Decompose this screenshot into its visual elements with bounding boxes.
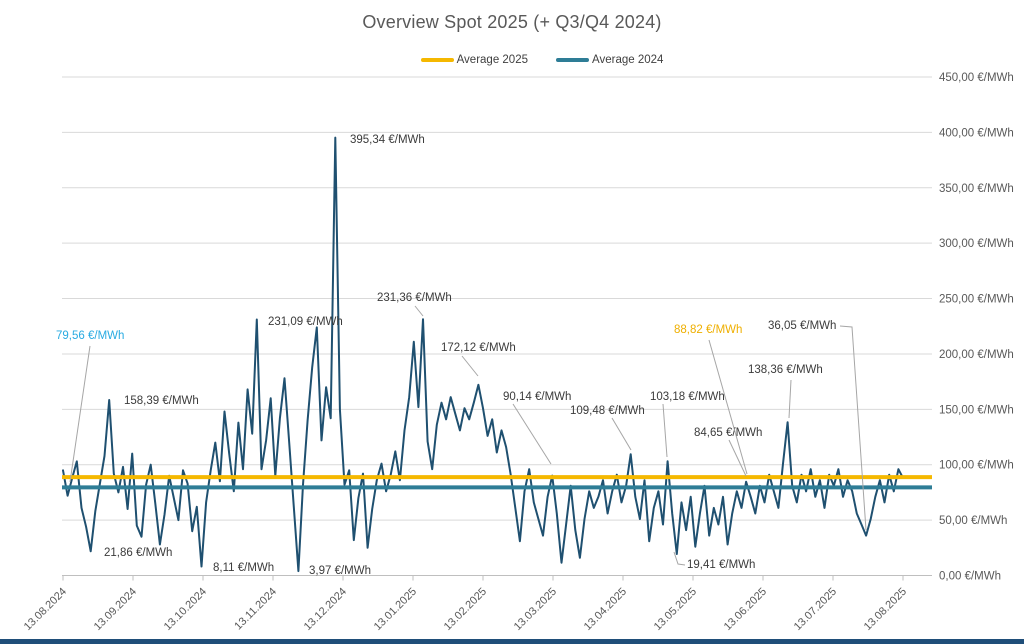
legend-item-average-2025: Average 2025 (420, 54, 528, 66)
annotation-leader-line (788, 379, 792, 419)
x-tick-label: 13.02.2025 (442, 586, 489, 633)
annotation-leader-line (728, 439, 747, 477)
y-tick-label: 150,00 €/MWh (939, 404, 1014, 416)
annotation-leader-line (839, 325, 867, 531)
chart-title: Overview Spot 2025 (+ Q3/Q4 2024) (362, 12, 662, 32)
x-tick-label: 13.04.2025 (582, 586, 629, 633)
x-tick-label: 13.05.2025 (652, 586, 699, 633)
legend-label-average-2024: Average 2024 (592, 54, 664, 66)
annotation-label: 138,36 €/MWh (748, 364, 823, 376)
annotation-label: 84,65 €/MWh (694, 427, 762, 439)
y-tick-label: 400,00 €/MWh (939, 127, 1014, 139)
annotation-label: 90,14 €/MWh (503, 391, 571, 403)
annotation-label: 19,41 €/MWh (687, 559, 755, 571)
annotation-label: 3,97 €/MWh (309, 565, 371, 577)
legend-item-average-2024: Average 2024 (556, 54, 663, 66)
x-tick-label: 13.08.2025 (862, 586, 909, 633)
annotation-label: 21,86 €/MWh (104, 547, 172, 559)
annotation-leader-line (611, 417, 632, 451)
legend: Average 2025 Average 2024 (0, 54, 1024, 66)
annotation-leader-line (512, 403, 552, 465)
legend-label-average-2025: Average 2025 (456, 54, 528, 66)
annotation-label: 103,18 €/MWh (650, 391, 725, 403)
x-tick-label: 13.10.2024 (162, 586, 209, 633)
y-tick-label: 0,00 €/MWh (939, 571, 1001, 583)
bottom-accent-bar (0, 639, 1024, 644)
annotation-leader-line (461, 355, 479, 377)
annotation-label: 231,09 €/MWh (268, 316, 343, 328)
annotation-label: 36,05 €/MWh (768, 320, 836, 332)
annotation-label: 172,12 €/MWh (441, 342, 516, 354)
y-tick-label: 100,00 €/MWh (939, 460, 1014, 472)
x-tick-label: 13.11.2024 (232, 586, 279, 633)
annotation-leader-line (708, 339, 748, 475)
annotation-label: 109,48 €/MWh (570, 405, 645, 417)
y-tick-label: 300,00 €/MWh (939, 238, 1014, 250)
annotation-label: 158,39 €/MWh (124, 395, 199, 407)
annotation-leader-line (69, 345, 91, 483)
y-tick-label: 50,00 €/MWh (939, 515, 1007, 527)
annotation-leader-line (673, 551, 686, 566)
x-tick-label: 13.06.2025 (722, 586, 769, 633)
x-tick-label: 13.03.2025 (512, 586, 559, 633)
annotation-label: 88,82 €/MWh (674, 324, 742, 336)
x-tick-label: 13.07.2025 (792, 586, 839, 633)
y-tick-label: 450,00 €/MWh (939, 72, 1014, 84)
y-tick-label: 350,00 €/MWh (939, 183, 1014, 195)
annotation-label: 8,11 €/MWh (213, 562, 274, 574)
legend-swatch-average-2025 (420, 58, 454, 62)
y-tick-label: 250,00 €/MWh (939, 294, 1014, 306)
annotation-label: 79,56 €/MWh (56, 330, 124, 342)
series-line-spot (62, 136, 904, 573)
x-tick-label: 13.08.2024 (22, 586, 69, 633)
x-tick-label: 13.01.2025 (372, 586, 419, 633)
x-tick-label: 13.12.2024 (302, 586, 349, 633)
annotation-leader-line (662, 403, 668, 458)
y-tick-label: 200,00 €/MWh (939, 349, 1014, 361)
x-tick-label: 13.09.2024 (92, 586, 139, 633)
annotation-label: 231,36 €/MWh (377, 292, 452, 304)
legend-swatch-average-2024 (556, 58, 589, 62)
annotation-label: 395,34 €/MWh (350, 134, 425, 146)
annotation-leader-line (414, 305, 424, 317)
